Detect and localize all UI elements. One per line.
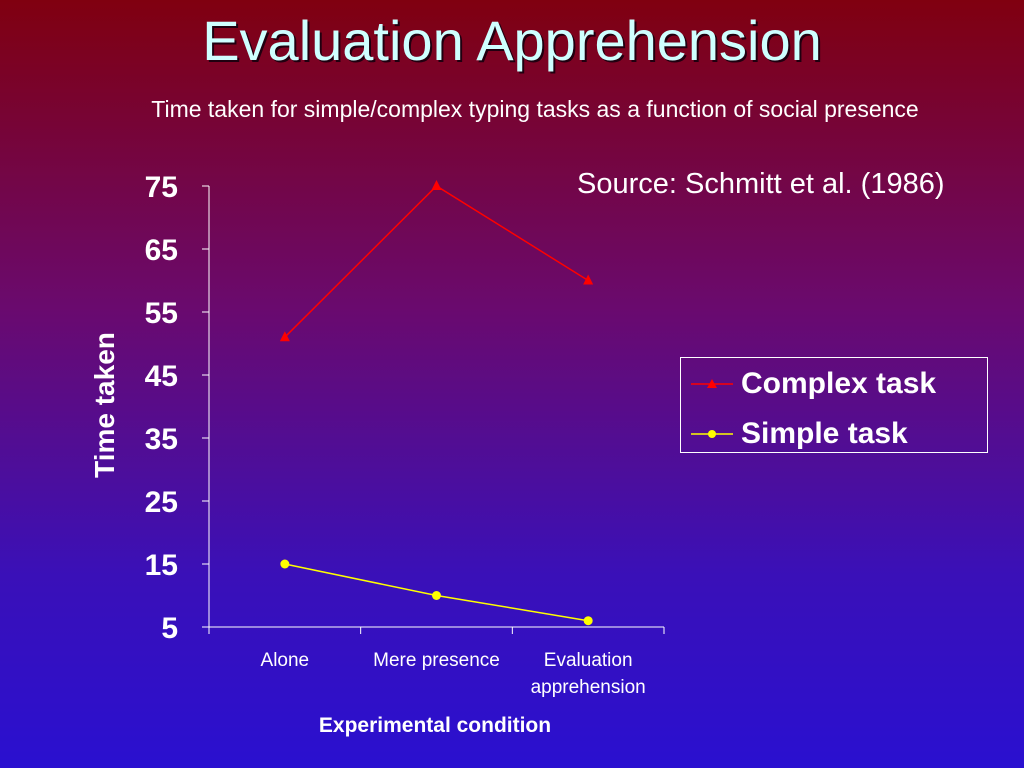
x-axis-label: Experimental condition [319,714,551,737]
x-axis-ticks: Alone Mere presence Evaluation apprehension [208,627,665,698]
chart-axes [208,186,664,628]
x-tick-label: Alone [261,650,310,671]
data-point-complex [583,274,594,285]
chart-legend: Complex task Simple task [680,357,988,453]
series-line-complex [284,185,589,338]
y-tick-label: 65 [145,234,178,267]
data-point-simple [432,591,441,600]
legend-item-complex: Complex task [681,364,987,404]
y-tick-label: 55 [145,297,178,330]
x-tick-label: Mere presence [373,650,500,671]
slide-subtitle: Time taken for simple/complex typing tas… [151,96,919,122]
y-tick-label: 75 [145,171,178,204]
legend-marker-simple [691,430,733,438]
y-tick-label: 5 [161,612,178,645]
y-tick-label: 15 [145,549,178,582]
y-tick-label: 35 [145,423,178,456]
data-point-complex [279,331,290,342]
x-tick-label: Evaluation apprehension [531,650,646,698]
legend-label-simple: Simple task [741,417,908,450]
legend-marker-complex [691,379,733,388]
legend-label-complex: Complex task [741,367,937,400]
chart-series [279,180,594,626]
y-tick-label: 25 [145,486,178,519]
y-tick-label: 45 [145,360,178,393]
y-axis-ticks: 5 15 25 35 45 55 65 75 [145,171,209,645]
y-axis-label: Time taken [89,332,120,478]
slide-title: Evaluation Apprehension [202,9,822,72]
data-point-complex [431,180,442,190]
source-citation: Source: Schmitt et al. (1986) [577,168,945,200]
legend-item-simple: Simple task [681,414,987,454]
data-point-simple [280,559,290,569]
data-point-simple [583,616,593,626]
